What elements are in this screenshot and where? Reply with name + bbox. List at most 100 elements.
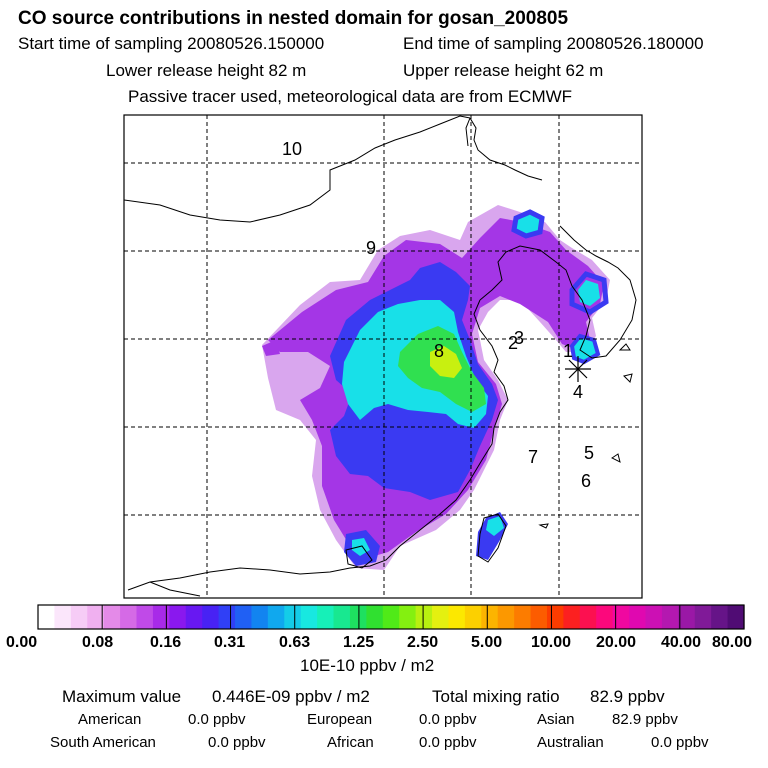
colorbar-cell [54, 605, 72, 629]
hotspot-taiwan-core [486, 516, 504, 536]
colorbar-cell [284, 605, 302, 629]
colorbar-cell [136, 605, 154, 629]
contribution-value: 0.0 ppbv [419, 734, 477, 751]
region-number-1: 1 [563, 341, 573, 361]
contribution-label: African [327, 734, 374, 751]
colorbar-cell [333, 605, 351, 629]
colorbar-tick-label: 0.63 [279, 634, 311, 651]
colorbar-cell [546, 605, 564, 629]
plume-yellow [430, 346, 462, 378]
colorbar-cell [579, 605, 597, 629]
region-number-3: 3 [514, 328, 524, 348]
colorbar-cell [70, 605, 88, 629]
contribution-label: Asian [537, 711, 575, 728]
colorbar-cell [563, 605, 581, 629]
colorbar-tick-label: 2.50 [407, 634, 439, 651]
colorbar-cell [645, 605, 663, 629]
contribution-value: 0.0 ppbv [651, 734, 709, 751]
colorbar-tick-label: 80.00 [712, 634, 753, 651]
colorbar-cell [530, 605, 548, 629]
colorbar-cell [497, 605, 515, 629]
contribution-value: 82.9 ppbv [612, 711, 678, 728]
colorbar-cell [169, 605, 187, 629]
hotspot-korea-north-ring [569, 271, 609, 315]
region-number-6: 6 [581, 471, 591, 491]
colorbar-unit-label: 10E-10 ppbv / m2 [300, 656, 435, 675]
hotspot-korea-north [578, 280, 600, 306]
plot-title: CO source contributions in nested domain… [18, 8, 569, 29]
contribution-value: 0.0 ppbv [208, 734, 266, 751]
start-time-label: Start time of sampling 20080526.150000 [18, 34, 325, 53]
contribution-label: European [307, 711, 373, 728]
upper-release-height-label: Upper release height 62 m [403, 61, 604, 80]
colorbar-tick-label: 0.16 [150, 634, 182, 651]
region-number-10: 10 [282, 139, 302, 159]
colorbar-cell [202, 605, 220, 629]
colorbar-cell [235, 605, 253, 629]
colorbar-cell [152, 605, 170, 629]
colorbar-tick-label: 0.00 [6, 634, 38, 651]
colorbar-cell [38, 605, 56, 629]
end-time-label: End time of sampling 20080526.180000 [403, 34, 704, 53]
map-frame [123, 114, 643, 599]
colorbar-cell [185, 605, 203, 629]
region-number-4: 4 [573, 382, 583, 402]
colorbar-cell [251, 605, 269, 629]
colorbar-cell [596, 605, 614, 629]
tracer-note: Passive tracer used, meteorological data… [128, 87, 573, 106]
contribution-label: American [78, 711, 142, 728]
colorbar-cell [399, 605, 417, 629]
colorbar-cell [300, 605, 318, 629]
colorbar-cell [415, 605, 433, 629]
colorbar-frame [37, 604, 745, 630]
contribution-label: South American [50, 734, 156, 751]
coastlines [124, 115, 637, 597]
region-number-2: 2 [508, 333, 518, 353]
colorbar-cell [711, 605, 729, 629]
total-mixing-ratio-value: 82.9 ppbv [590, 687, 665, 706]
colorbar-tick-label: 20.00 [596, 634, 637, 651]
colorbar-cell [612, 605, 630, 629]
contribution-label: Australian [537, 734, 604, 751]
region-number-8: 8 [434, 341, 444, 361]
max-value: 0.446E-09 ppbv / m2 [212, 687, 370, 706]
region-number-7: 7 [528, 447, 538, 467]
colorbar-cell [103, 605, 121, 629]
patch-northwest [262, 340, 280, 356]
receptor-asterisk-icon [565, 356, 591, 382]
colorbar-cell [120, 605, 138, 629]
colorbar-cell [87, 605, 105, 629]
colorbar-tick-label: 0.31 [214, 634, 246, 651]
total-mixing-ratio-label: Total mixing ratio [432, 687, 560, 706]
contribution-value: 0.0 ppbv [188, 711, 246, 728]
colorbar-tick-label: 1.25 [343, 634, 375, 651]
colorbar-cell [678, 605, 696, 629]
colorbar-cell [267, 605, 285, 629]
hotspot-receptor [569, 333, 601, 365]
colorbar-cell [432, 605, 450, 629]
colorbar-tick-label: 40.00 [661, 634, 702, 651]
colorbar-cell [694, 605, 712, 629]
colorbar-tick-label: 5.00 [471, 634, 503, 651]
region-number-5: 5 [584, 443, 594, 463]
colorbar-cell [629, 605, 647, 629]
colorbar-cell [317, 605, 335, 629]
colorbar-cell [464, 605, 482, 629]
concentration-field [262, 205, 610, 570]
colorbar-tick-label: 0.08 [82, 634, 114, 651]
contribution-value: 0.0 ppbv [419, 711, 477, 728]
colorbar-cell [727, 605, 745, 629]
region-number-9: 9 [366, 238, 376, 258]
colorbar-cell [218, 605, 236, 629]
colorbar-cell [448, 605, 466, 629]
graticule [124, 115, 642, 598]
colorbar-cell [366, 605, 384, 629]
lower-release-height-label: Lower release height 82 m [106, 61, 307, 80]
colorbar-cell [661, 605, 679, 629]
max-value-label: Maximum value [62, 687, 182, 706]
hotspot-bohai [511, 209, 545, 239]
colorbar-cell [382, 605, 400, 629]
colorbar-cell [514, 605, 532, 629]
